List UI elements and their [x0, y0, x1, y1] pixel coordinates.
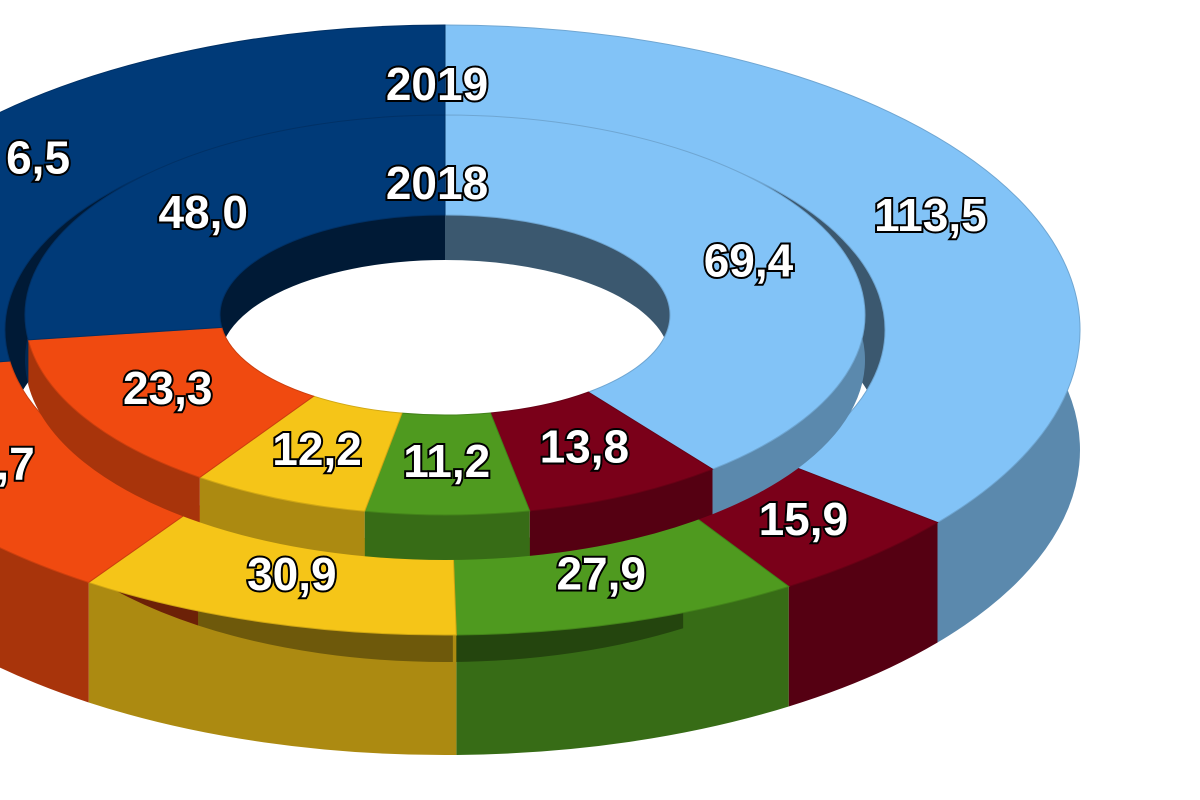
- outer-wall: [788, 522, 938, 707]
- outer-wall: [364, 510, 530, 560]
- hole-wall: [219, 215, 445, 373]
- slice: [0, 24, 446, 363]
- data-label: 48,0: [158, 186, 248, 238]
- series-name: 2018: [386, 157, 488, 209]
- outer-wall: [0, 547, 89, 703]
- data-label: 15,9: [759, 493, 849, 545]
- slice: [444, 114, 866, 470]
- outer-wall: [28, 339, 200, 523]
- data-label: 23,3: [123, 362, 213, 414]
- outer-wall: [199, 477, 365, 557]
- outer-wall: [456, 586, 789, 755]
- slice: [444, 24, 1081, 524]
- data-label: 11,2: [403, 435, 490, 487]
- data-label: 41,7: [0, 438, 35, 490]
- outer-wall: [88, 582, 457, 755]
- series-name: 2019: [386, 58, 488, 110]
- data-label: 113,5: [874, 189, 987, 241]
- slice: [24, 114, 446, 341]
- data-label: 27,9: [556, 547, 646, 599]
- data-label: 30,9: [247, 548, 337, 600]
- data-label: 6,5: [6, 131, 70, 183]
- data-label: 12,2: [272, 423, 362, 475]
- data-label: 13,8: [540, 420, 630, 472]
- data-label: 69,4: [704, 234, 794, 286]
- outer-wall: [529, 469, 713, 556]
- slice: [27, 326, 315, 478]
